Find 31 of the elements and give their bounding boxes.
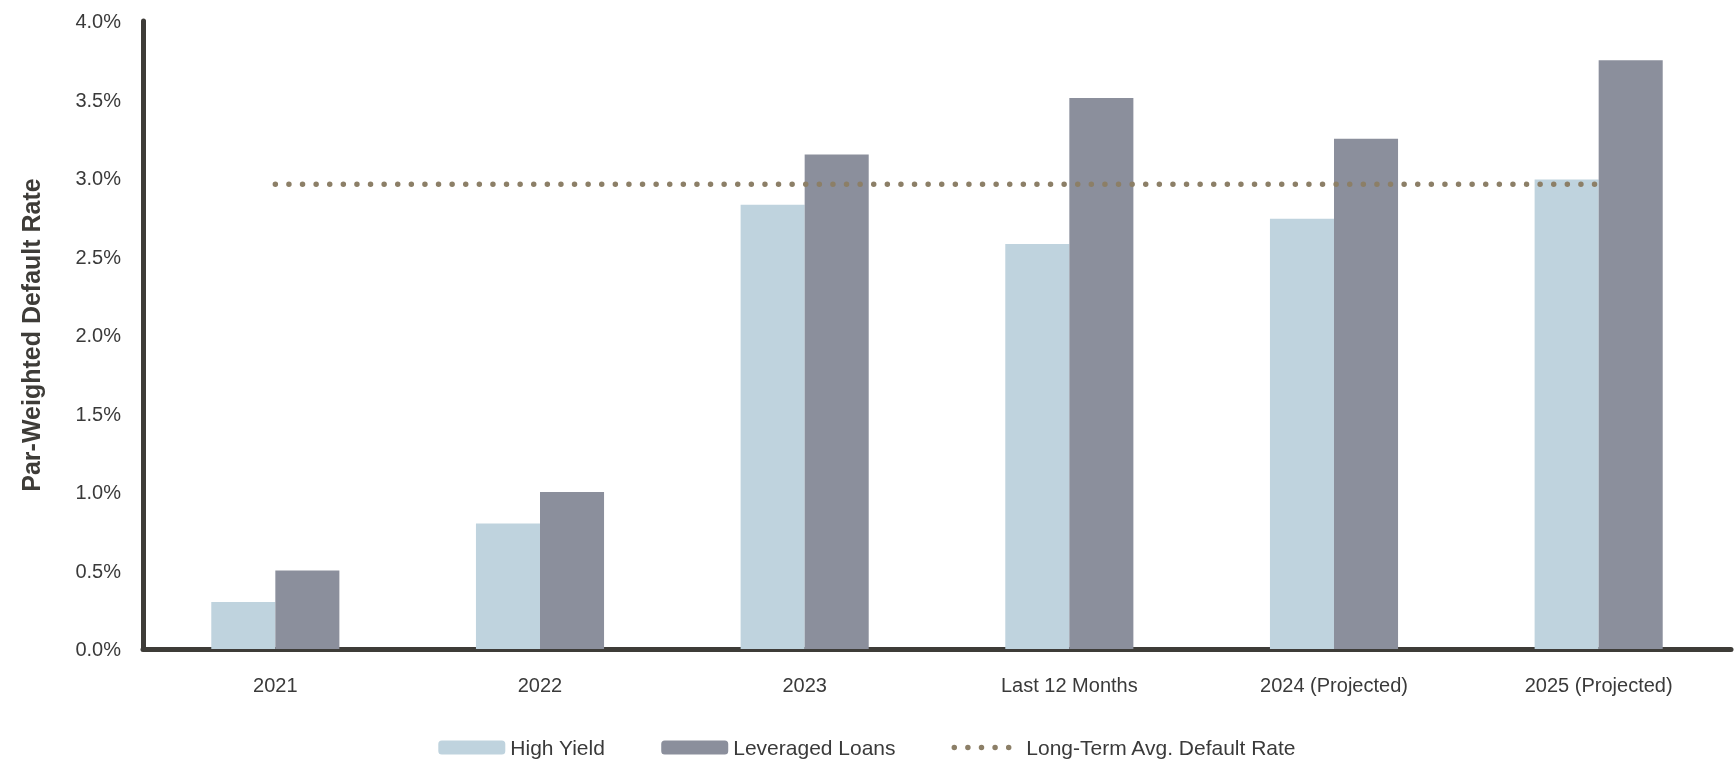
bar (1269, 218, 1334, 649)
bar (211, 601, 276, 649)
bar (804, 154, 869, 649)
y-tick-label: 2.5% (75, 245, 122, 268)
y-tick-label: 0.5% (75, 559, 122, 582)
legend-label: High Yield (510, 736, 605, 759)
legend-label: Leveraged Loans (733, 736, 896, 759)
x-tick-label: 2025 (Projected) (1524, 674, 1673, 696)
bar (1334, 138, 1399, 649)
bar (740, 204, 805, 649)
bar (475, 523, 540, 649)
x-tick-label: 2022 (517, 674, 563, 696)
bar (1534, 179, 1599, 649)
bar (1598, 60, 1663, 649)
x-tick-label: 2023 (782, 674, 827, 696)
y-tick-label: 3.5% (75, 88, 122, 111)
y-tick-label: 0.0% (75, 638, 122, 660)
x-tick-label: 2024 (Projected) (1260, 674, 1408, 696)
y-tick-label: 1.0% (75, 481, 122, 503)
y-tick-label: 4.0% (75, 10, 122, 32)
legend-label: Long-Term Avg. Default Rate (1026, 736, 1296, 759)
y-tick-label: 3.0% (75, 167, 122, 189)
x-tick-label: Last 12 Months (1000, 674, 1138, 696)
y-axis-title: Par-Weighted Default Rate (16, 178, 45, 492)
x-tick-label: 2021 (253, 674, 298, 696)
y-tick-label: 2.0% (75, 324, 122, 346)
bar (1005, 243, 1070, 649)
y-tick-label: 1.5% (75, 402, 122, 425)
bar (540, 492, 605, 649)
bar (1069, 97, 1134, 649)
bar (275, 570, 340, 649)
